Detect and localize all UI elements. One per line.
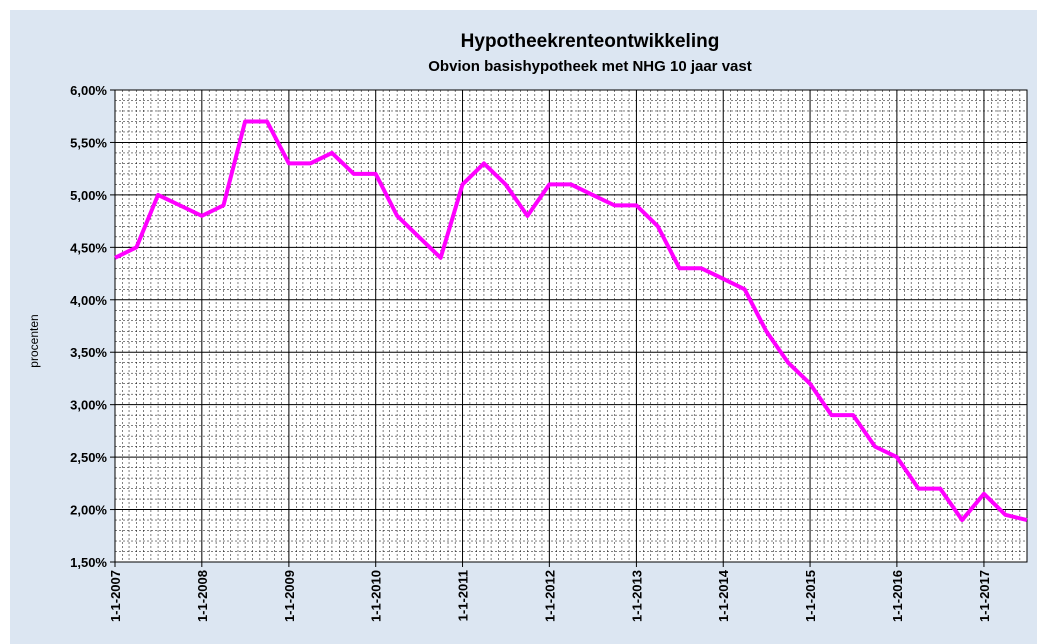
x-tick-label: 1-1-2011	[456, 570, 471, 621]
chart-title: Hypotheekrenteontwikkeling	[461, 31, 720, 52]
y-tick-label: 5,00%	[70, 188, 107, 203]
x-tick-label: 1-1-2015	[803, 570, 818, 622]
x-tick-label: 1-1-2009	[282, 570, 297, 622]
y-tick-label: 2,00%	[70, 503, 107, 518]
x-tick-label: 1-1-2012	[542, 570, 557, 622]
x-tick-label: 1-1-2010	[369, 570, 384, 622]
y-tick-label: 4,00%	[70, 293, 107, 308]
y-tick-label: 4,50%	[70, 240, 107, 255]
x-tick-label: 1-1-2016	[890, 570, 905, 622]
chart-subtitle: Obvion basishypotheek met NHG 10 jaar va…	[428, 58, 751, 75]
y-tick-label: 5,50%	[70, 135, 107, 150]
y-tick-label: 1,50%	[70, 555, 107, 570]
plot-border	[114, 89, 1028, 563]
x-tick-label: 1-1-2007	[108, 570, 123, 622]
y-tick-label: 2,50%	[70, 450, 107, 465]
x-tick-label: 1-1-2014	[716, 569, 731, 622]
x-tick-label: 1-1-2017	[977, 570, 992, 622]
x-tick-label: 1-1-2013	[629, 570, 644, 622]
y-tick-label: 3,00%	[70, 398, 107, 413]
y-tick-label: 3,50%	[70, 345, 107, 360]
y-axis-label: procenten	[27, 314, 41, 367]
x-tick-label: 1-1-2008	[195, 570, 210, 622]
y-tick-label: 6,00%	[70, 83, 107, 98]
data-line	[114, 119, 1028, 523]
